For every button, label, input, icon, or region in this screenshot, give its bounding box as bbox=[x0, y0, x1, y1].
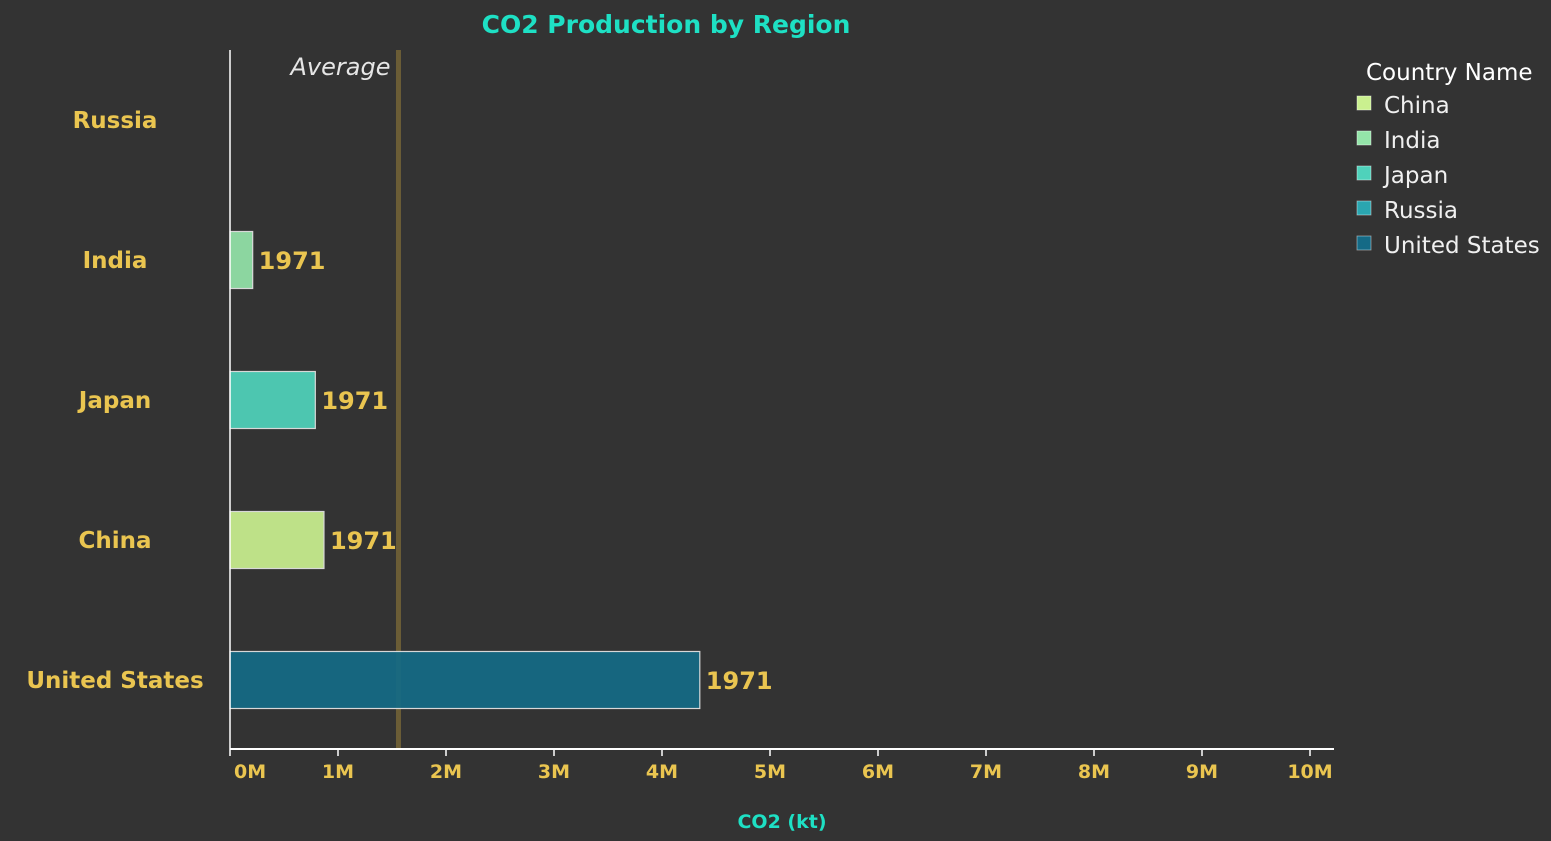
category-label-india: India bbox=[83, 248, 148, 274]
legend-item-japan: Japan bbox=[1382, 163, 1448, 189]
bar-china bbox=[229, 510, 325, 570]
legend-title: Country Name bbox=[1366, 60, 1533, 86]
axes-layer: 0M 1M 2M 3M 4M 5M 6M 7M 8M 9M 10M bbox=[229, 50, 1334, 783]
bar-india bbox=[229, 230, 254, 290]
legend-swatch-russia bbox=[1356, 200, 1372, 216]
x-tick-label-3: 3M bbox=[538, 761, 570, 783]
bar-japan bbox=[229, 370, 316, 430]
category-label-japan: Japan bbox=[77, 388, 151, 414]
legend-swatch-united-states bbox=[1356, 235, 1372, 251]
legend-swatch-india bbox=[1356, 130, 1372, 146]
average-label: Average bbox=[289, 53, 391, 81]
x-tick-label-2: 2M bbox=[430, 761, 462, 783]
chart-title: CO2 Production by Region bbox=[482, 10, 851, 39]
x-tick-label-9: 9M bbox=[1186, 761, 1218, 783]
legend-swatch-china bbox=[1356, 95, 1372, 111]
category-label-china: China bbox=[78, 528, 151, 554]
x-axis-label: CO2 (kt) bbox=[737, 811, 826, 833]
x-tick-label-7: 7M bbox=[970, 761, 1002, 783]
x-tick-label-10: 10M bbox=[1287, 761, 1332, 783]
data-label-china: 1971 bbox=[330, 527, 397, 555]
x-tick-label-0: 0M bbox=[234, 761, 266, 783]
bars-layer: Russia India 1971 Japan 1971 China 1971 United … bbox=[26, 108, 773, 710]
data-label-japan: 1971 bbox=[321, 387, 388, 415]
x-tick-label-8: 8M bbox=[1078, 761, 1110, 783]
data-label-india: 1971 bbox=[259, 247, 326, 275]
data-label-united-states: 1971 bbox=[706, 667, 773, 695]
x-tick-label-5: 5M bbox=[754, 761, 786, 783]
legend: Country Name China India Japan Russia United … bbox=[1356, 60, 1540, 259]
category-label-united-states: United States bbox=[26, 668, 203, 694]
bar-united-states bbox=[229, 650, 701, 710]
x-tick-label-4: 4M bbox=[646, 761, 678, 783]
x-tick-label-1: 1M bbox=[322, 761, 354, 783]
average-layer: Average bbox=[289, 50, 401, 749]
legend-item-russia: Russia bbox=[1384, 198, 1458, 224]
legend-item-china: China bbox=[1384, 93, 1450, 119]
legend-item-india: India bbox=[1384, 128, 1440, 154]
legend-swatch-japan bbox=[1356, 165, 1372, 181]
category-label-russia: Russia bbox=[73, 108, 158, 134]
legend-item-united-states: United States bbox=[1384, 233, 1540, 259]
x-tick-label-6: 6M bbox=[862, 761, 894, 783]
